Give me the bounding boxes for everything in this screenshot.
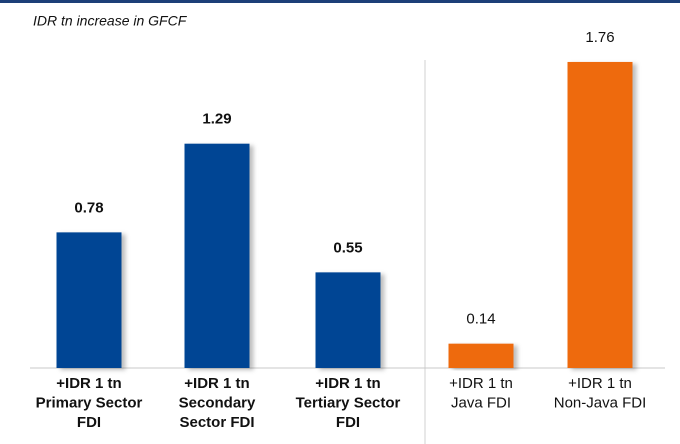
x-tick-label: Tertiary Sector [296, 394, 401, 411]
bar [448, 343, 514, 368]
bar [315, 272, 381, 368]
value-label: 0.78 [74, 199, 103, 216]
value-label: 1.29 [202, 111, 231, 128]
value-label: 0.55 [333, 239, 362, 256]
x-tick-label: FDI [77, 414, 101, 431]
value-label: 1.76 [585, 29, 614, 46]
x-tick-label: Sector FDI [179, 414, 254, 431]
bar [56, 232, 122, 368]
x-tick-label: +IDR 1 tn [56, 375, 121, 392]
x-tick-label: FDI [336, 414, 360, 431]
bar [567, 61, 633, 368]
top-rule [0, 0, 680, 3]
x-tick-label: +IDR 1 tn [184, 375, 249, 392]
x-tick-label: Secondary [179, 394, 256, 411]
x-tick-label: Primary Sector [36, 394, 143, 411]
x-tick-label: Java FDI [451, 394, 511, 411]
x-tick-label: +IDR 1 tn [449, 375, 513, 392]
x-tick-label: +IDR 1 tn [568, 375, 632, 392]
value-label: 0.14 [466, 311, 495, 328]
x-tick-label: +IDR 1 tn [315, 375, 380, 392]
chart-title: IDR tn increase in GFCF [33, 13, 188, 29]
x-tick-label: Non-Java FDI [554, 394, 647, 411]
bar [184, 143, 250, 368]
